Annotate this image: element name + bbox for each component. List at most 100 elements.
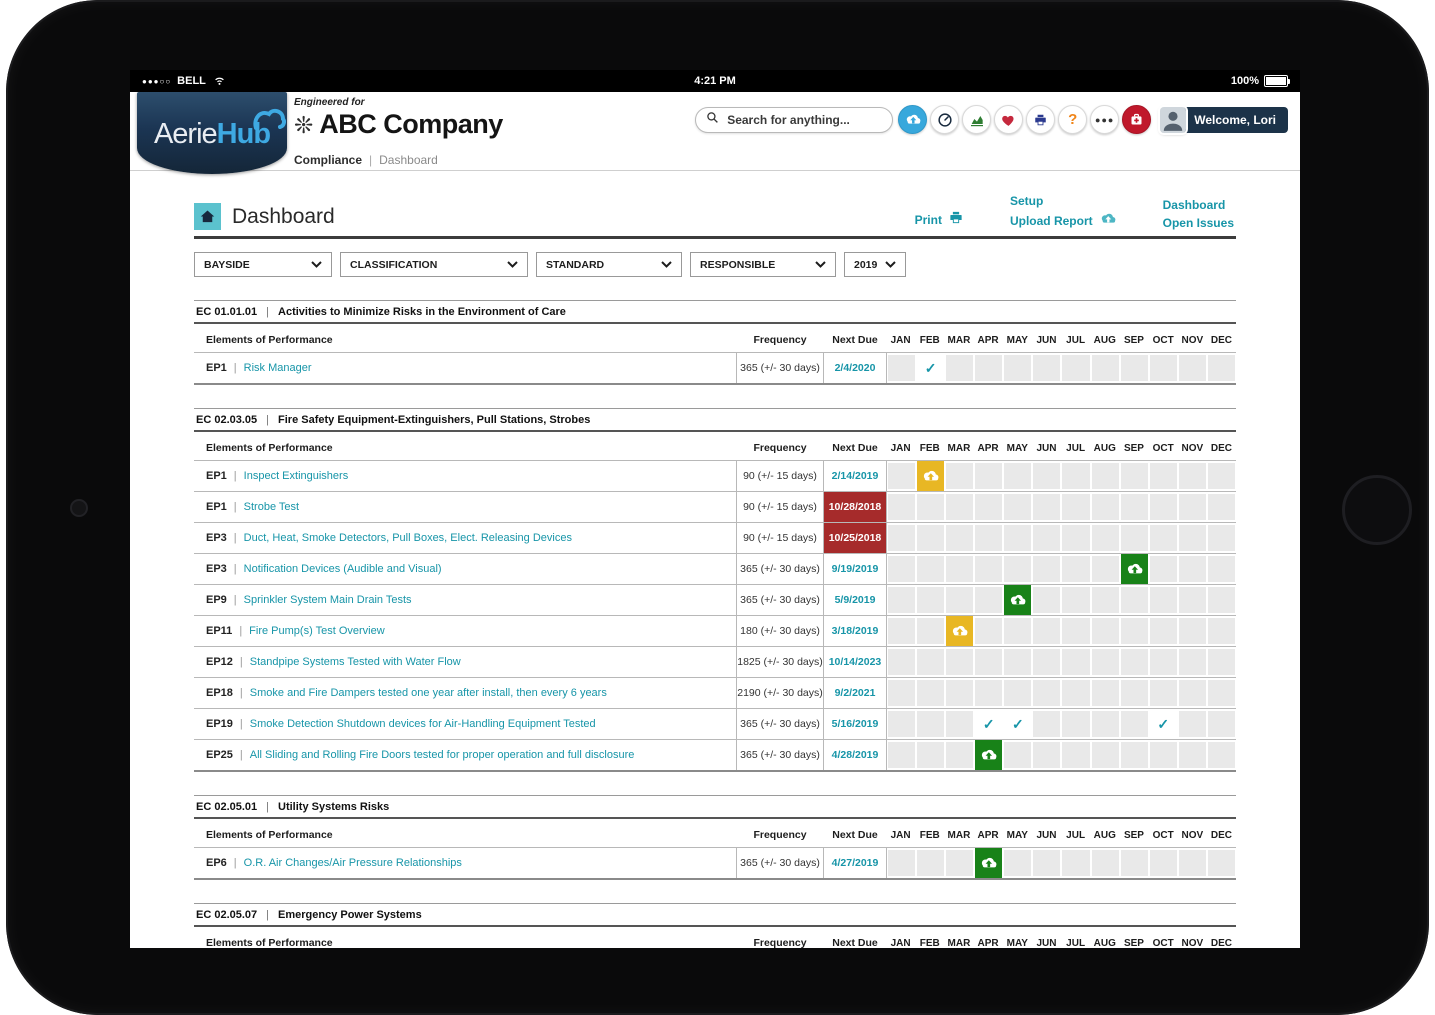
status-cell-apr-cloud-green[interactable] [975,740,1003,770]
element-link[interactable]: Smoke and Fire Dampers tested one year a… [249,687,607,699]
month-cell [917,587,945,613]
ep-number: EP6 [206,857,227,869]
table-row: EP1 | Inspect Extinguishers 90 (+/- 15 days… [194,460,1236,491]
element-link[interactable]: Fire Pump(s) Test Overview [249,625,385,637]
next-due-date[interactable]: 5/16/2019 [831,718,879,730]
search-input[interactable] [725,111,890,128]
next-due-date[interactable]: 5/9/2019 [834,594,876,606]
filter-dropdown-responsible[interactable]: RESPONSIBLE [690,252,836,277]
month-cell [1062,618,1090,644]
breadcrumb: Compliance | Dashboard [130,150,1300,171]
next-due-date[interactable]: 4/27/2019 [831,857,879,869]
col-next-due: Next Due [832,442,878,454]
avatar[interactable] [1160,106,1187,133]
search-box[interactable] [695,106,894,133]
battery-percent: 100% [1230,75,1260,87]
user-welcome[interactable]: Welcome, Lori [1160,106,1288,133]
month-cell [1091,525,1119,551]
month-header-sep: SEP [1123,442,1144,454]
more-icon-button[interactable]: ●●● [1090,105,1120,134]
dashboard-link[interactable]: Dashboard [1162,198,1226,212]
filter-dropdown-standard[interactable]: STANDARD [536,252,682,277]
print-link[interactable]: Print [915,210,964,230]
month-cell [1120,355,1148,381]
month-cell [1207,618,1235,644]
company-name: ABC Company [319,109,503,139]
month-cell [946,463,974,489]
status-time: 4:21 PM [694,75,736,87]
month-header-jul: JUL [1066,334,1086,346]
month-cell [1120,494,1148,520]
aeriehub-logo[interactable]: AerieHub [137,92,287,174]
month-cell [917,525,945,551]
next-due-overdue[interactable]: 10/25/2018 [824,523,886,553]
gauge-icon-button[interactable] [930,105,960,134]
next-due-date[interactable]: 4/28/2019 [831,749,879,761]
search-icon [706,111,719,129]
status-cell-feb-cloud-yellow[interactable] [917,461,945,491]
next-due-date[interactable]: 2/14/2019 [831,470,879,482]
filter-dropdown-site[interactable]: BAYSIDE [194,252,332,277]
status-cell-apr-cloud-green[interactable] [975,848,1003,878]
status-cell-mar-cloud-yellow[interactable] [946,616,974,646]
frequency-value: 365 (+/- 30 days) [736,554,824,584]
frequency-value: 365 (+/- 30 days) [736,740,824,770]
status-cell-may-cloud-green[interactable] [1004,585,1032,615]
month-cell [1178,355,1206,381]
month-cell [1120,850,1148,876]
breadcrumb-section[interactable]: Compliance [294,153,363,167]
heart-icon-button[interactable] [994,105,1024,134]
status-cell-oct-check[interactable]: ✓ [1149,709,1177,739]
month-header-sep: SEP [1123,829,1144,841]
month-header-jan: JAN [890,937,911,949]
compliance-section: EC 01.01.01 | Activities to Minimize Risks… [194,300,1236,385]
month-header-aug: AUG [1093,829,1116,841]
first-aid-icon-button[interactable] [1122,105,1152,134]
table-row: EP1 | Risk Manager 365 (+/- 30 days) 2/4/202… [194,352,1236,383]
next-due-date[interactable]: 2/4/2020 [834,362,876,374]
next-due-date[interactable]: 3/18/2019 [831,625,879,637]
month-cell [1062,556,1090,582]
filter-dropdown-classification[interactable]: CLASSIFICATION [340,252,528,277]
status-cell-sep-cloud-green[interactable] [1120,554,1148,584]
element-link[interactable]: Strobe Test [243,501,300,513]
element-link[interactable]: Risk Manager [243,362,312,374]
upload-report-link[interactable]: Upload Report [1010,212,1117,230]
element-link[interactable]: Sprinkler System Main Drain Tests [243,594,412,606]
month-cell [975,556,1003,582]
setup-link[interactable]: Setup [1009,194,1044,208]
chart-icon-button[interactable] [962,105,992,134]
help-icon-button[interactable]: ? [1058,105,1088,134]
element-link[interactable]: Smoke Detection Shutdown devices for Air… [249,718,596,730]
month-cell [1178,463,1206,489]
wifi-icon [212,74,227,89]
month-header-aug: AUG [1093,334,1116,346]
next-due-date[interactable]: 9/19/2019 [831,563,879,575]
element-link[interactable]: Duct, Heat, Smoke Detectors, Pull Boxes,… [243,532,572,544]
filter-dropdown-year[interactable]: 2019 [844,252,906,277]
status-cell-apr-check[interactable]: ✓ [975,709,1003,739]
month-cell [1120,463,1148,489]
month-header-jul: JUL [1066,442,1086,454]
element-link[interactable]: Notification Devices (Audible and Visual… [243,563,442,575]
tablet-home-button[interactable] [1342,475,1412,545]
col-elements: Elements of Performance [206,442,333,454]
month-header-aug: AUG [1093,442,1116,454]
upload-cloud-icon-button[interactable] [898,105,928,134]
month-cell [1033,850,1061,876]
element-link[interactable]: Inspect Extinguishers [243,470,349,482]
next-due-overdue[interactable]: 10/28/2018 [824,492,886,522]
tablet-device: ●●●○○ BELL 4:21 PM 100% AerieHub [6,0,1429,1015]
status-cell-may-check[interactable]: ✓ [1004,709,1032,739]
status-cell-feb-check[interactable]: ✓ [917,353,945,383]
element-link[interactable]: All Sliding and Rolling Fire Doors teste… [249,749,635,761]
month-header-jun: JUN [1036,937,1057,949]
col-frequency: Frequency [753,334,807,346]
next-due-date[interactable]: 10/14/2023 [828,656,882,668]
next-due-date[interactable]: 9/2/2021 [834,687,876,699]
open-issues-link[interactable]: Open Issues [1162,216,1234,230]
element-link[interactable]: O.R. Air Changes/Air Pressure Relationsh… [243,857,462,869]
month-cell [1149,556,1177,582]
element-link[interactable]: Standpipe Systems Tested with Water Flow [249,656,461,668]
printer-icon-button[interactable] [1026,105,1056,134]
